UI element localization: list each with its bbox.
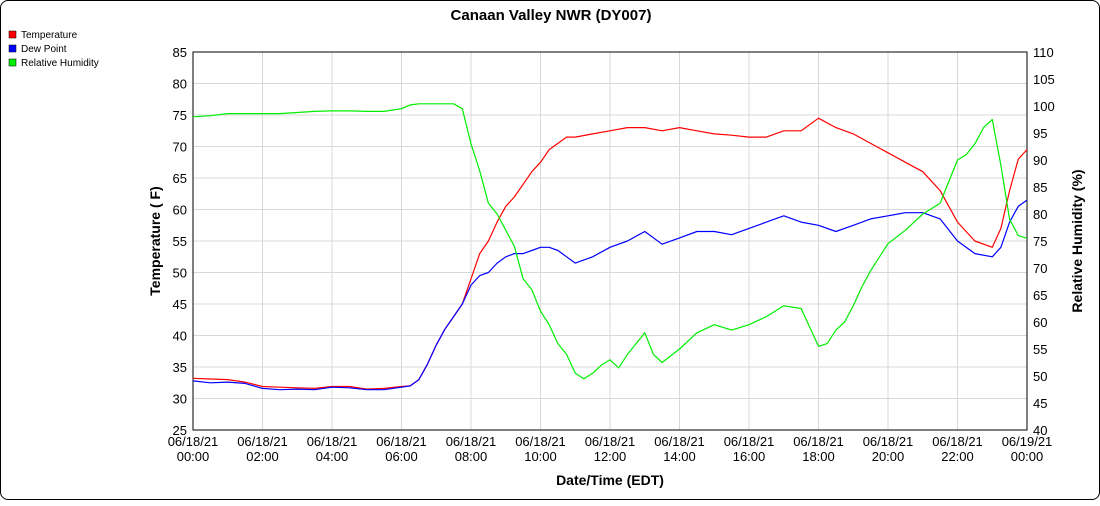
y-left-tick-label: 45	[173, 297, 187, 312]
y-left-tick-label: 85	[173, 45, 187, 60]
y-left-tick-label: 35	[173, 360, 187, 375]
y-left-tick-label: 50	[173, 266, 187, 281]
series-line-relative-humidity	[192, 103, 1028, 380]
y-left-tick-label: 60	[173, 203, 187, 218]
x-tick-time: 02:00	[246, 449, 279, 464]
x-tick-date: 06/18/21	[654, 434, 705, 449]
series-line-dew-point	[192, 199, 1028, 391]
x-tick-date: 06/19/21	[1002, 434, 1053, 449]
y-right-tick-label: 90	[1033, 153, 1047, 168]
y-axis-left-label: Temperature ( F)	[147, 186, 163, 295]
x-tick-time: 04:00	[316, 449, 349, 464]
x-tick-date: 06/18/21	[237, 434, 288, 449]
y-right-tick-label: 60	[1033, 315, 1047, 330]
y-right-tick-label: 95	[1033, 126, 1047, 141]
y-left-tick-label: 65	[173, 171, 187, 186]
legend-label-relative-humidity: Relative Humidity	[21, 58, 99, 69]
y-left-tick-label: 70	[173, 140, 187, 155]
y-right-tick-label: 40	[1033, 423, 1047, 438]
x-tick-date: 06/18/21	[585, 434, 636, 449]
y-right-tick-label: 105	[1033, 72, 1055, 87]
y-right-tick-label: 110	[1033, 45, 1054, 60]
grid	[192, 51, 1028, 431]
y-right-tick-label: 70	[1033, 261, 1047, 276]
legend-swatch-relative-humidity	[8, 58, 17, 67]
x-tick-time: 22:00	[941, 449, 974, 464]
legend-swatch-temperature	[8, 30, 17, 39]
y-right-tick-label: 50	[1033, 369, 1047, 384]
y-right-tick-label: 100	[1033, 99, 1055, 114]
x-tick-date: 06/18/21	[307, 434, 358, 449]
x-tick-time: 06:00	[385, 449, 418, 464]
y-right-tick-label: 65	[1033, 288, 1047, 303]
x-tick-time: 14:00	[663, 449, 696, 464]
x-tick-date: 06/18/21	[863, 434, 914, 449]
x-tick-time: 00:00	[177, 449, 210, 464]
series-group	[192, 103, 1028, 391]
y-left-tick-label: 55	[173, 234, 187, 249]
x-tick-time: 12:00	[594, 449, 627, 464]
x-tick-date: 06/18/21	[793, 434, 844, 449]
y-left-axis: 25 30 35 40 45 50 55 60 65 70 75 80 85	[173, 45, 187, 438]
y-left-tick-label: 30	[173, 392, 187, 407]
x-tick-date: 06/18/21	[376, 434, 427, 449]
x-tick-time: 00:00	[1011, 449, 1044, 464]
plot-area-border	[192, 51, 1028, 431]
y-right-tick-label: 45	[1033, 396, 1047, 411]
x-tick-time: 08:00	[455, 449, 488, 464]
x-axis-label: Date/Time (EDT)	[556, 472, 664, 488]
x-tick-time: 10:00	[524, 449, 557, 464]
x-tick-time: 20:00	[872, 449, 905, 464]
x-tick-time: 16:00	[733, 449, 766, 464]
legend: Temperature Dew Point Relative Humidity	[8, 30, 99, 69]
x-tick-time: 18:00	[802, 449, 835, 464]
x-tick-date: 06/18/21	[932, 434, 983, 449]
chart-title: Canaan Valley NWR (DY007)	[451, 7, 652, 24]
y-left-tick-label: 80	[173, 77, 187, 92]
x-tick-date: 06/18/21	[515, 434, 566, 449]
y-right-tick-label: 55	[1033, 342, 1047, 357]
y-right-tick-label: 85	[1033, 180, 1047, 195]
y-right-tick-label: 80	[1033, 207, 1047, 222]
legend-label-dew-point: Dew Point	[21, 44, 67, 55]
legend-swatch-dew-point	[8, 44, 17, 53]
x-tick-date: 06/18/21	[446, 434, 497, 449]
x-tick-date: 06/18/21	[724, 434, 775, 449]
y-left-tick-label: 75	[173, 108, 187, 123]
legend-label-temperature: Temperature	[21, 30, 78, 41]
x-axis: 06/18/2100:0006/18/2102:0006/18/2104:000…	[168, 434, 1053, 464]
x-tick-date: 06/18/21	[168, 434, 219, 449]
y-left-tick-label: 25	[173, 423, 187, 438]
y-axis-right-label: Relative Humidity (%)	[1069, 169, 1085, 312]
y-right-axis: 40 45 50 55 60 65 70 75 80 85 90 95 100 105 110	[1033, 45, 1055, 438]
y-left-tick-label: 40	[173, 329, 187, 344]
y-right-tick-label: 75	[1033, 234, 1047, 249]
